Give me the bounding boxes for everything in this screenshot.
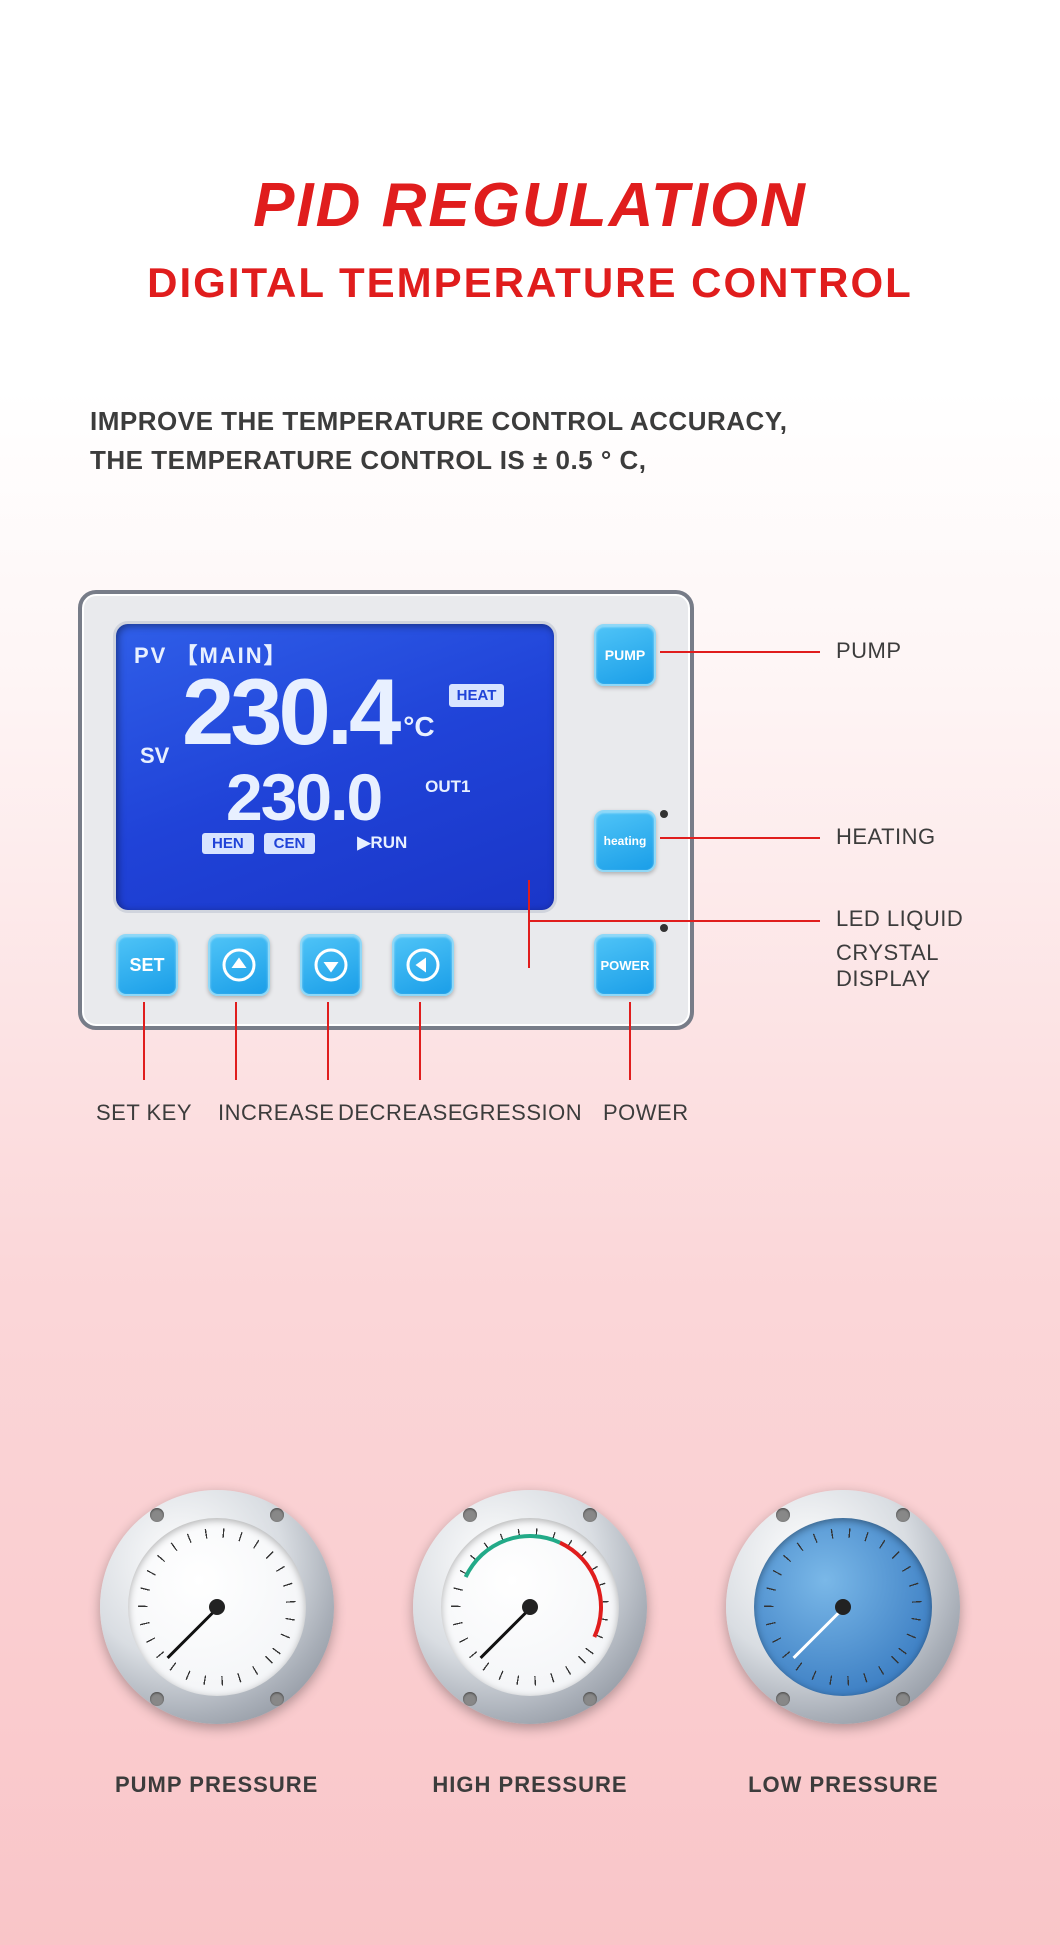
callout-line <box>528 920 820 922</box>
gauge-block: HIGH PRESSURE <box>413 1490 647 1798</box>
heating-button-label: heating <box>604 834 647 848</box>
gauge-hub-icon <box>522 1599 538 1615</box>
heating-led-icon <box>660 810 668 818</box>
control-panel-diagram: PV 【MAIN】 230.4°CHEAT SV 230.0OUT1 HENCE… <box>78 590 978 1030</box>
lcd-display: PV 【MAIN】 230.4°CHEAT SV 230.0OUT1 HENCE… <box>116 624 554 910</box>
button-row: SET <box>116 934 454 996</box>
gauges-row: PUMP PRESSURE HIGH PRESSURE LOW PRESSURE <box>0 1490 1060 1798</box>
gauge-label: PUMP PRESSURE <box>100 1772 334 1798</box>
callout-lcd-line2: CRYSTAL DISPLAY <box>836 940 978 992</box>
callout-line <box>629 1002 631 1080</box>
callout-set: SET KEY <box>96 1100 192 1126</box>
low-pressure-gauge <box>726 1490 960 1724</box>
heating-button[interactable]: heating <box>594 810 656 872</box>
lcd-out1-label: OUT1 <box>425 777 470 797</box>
high-pressure-gauge <box>413 1490 647 1724</box>
control-panel: PV 【MAIN】 230.4°CHEAT SV 230.0OUT1 HENCE… <box>78 590 694 1030</box>
description-line: THE TEMPERATURE CONTROL IS ± 0.5 ° C, <box>90 441 1060 480</box>
increase-button[interactable] <box>208 934 270 996</box>
arrow-up-icon <box>221 947 257 983</box>
callout-line <box>419 1002 421 1080</box>
lcd-heat-badge: HEAT <box>449 684 505 707</box>
callout-gression: GRESSION <box>462 1100 582 1126</box>
power-button[interactable]: POWER <box>594 934 656 996</box>
gauge-block: PUMP PRESSURE <box>100 1490 334 1798</box>
callout-increase: INCREASE <box>218 1100 334 1126</box>
callout-decrease: DECREASE <box>338 1100 463 1126</box>
pump-button[interactable]: PUMP <box>594 624 656 686</box>
set-button[interactable]: SET <box>116 934 178 996</box>
gression-button[interactable] <box>392 934 454 996</box>
decrease-button[interactable] <box>300 934 362 996</box>
callout-power: POWER <box>603 1100 689 1126</box>
gauge-hub-icon <box>209 1599 225 1615</box>
callout-line <box>660 837 820 839</box>
callout-pump: PUMP <box>836 638 902 664</box>
page-title: PID REGULATION <box>0 170 1060 241</box>
gauge-block: LOW PRESSURE <box>726 1490 960 1798</box>
pump-pressure-gauge <box>100 1490 334 1724</box>
callout-line <box>327 1002 329 1080</box>
callout-line <box>235 1002 237 1080</box>
lcd-status-row: HEN CEN ▶RUN <box>202 833 536 854</box>
gauge-label: LOW PRESSURE <box>726 1772 960 1798</box>
callout-heating: HEATING <box>836 824 936 850</box>
gauge-label: HIGH PRESSURE <box>413 1772 647 1798</box>
description-line: IMPROVE THE TEMPERATURE CONTROL ACCURACY… <box>90 402 1060 441</box>
power-led-icon <box>660 924 668 932</box>
lcd-run-label: ▶RUN <box>357 833 407 852</box>
lcd-pv-value: 230.4 <box>182 670 397 755</box>
arrow-left-icon <box>405 947 441 983</box>
lcd-sv-value: 230.0 <box>226 769 381 825</box>
callout-line <box>660 651 820 653</box>
description-block: IMPROVE THE TEMPERATURE CONTROL ACCURACY… <box>90 402 1060 480</box>
pump-button-label: PUMP <box>605 647 645 663</box>
set-button-label: SET <box>129 955 164 976</box>
lcd-unit: °C <box>403 711 434 743</box>
lcd-chip-cen: CEN <box>264 833 316 854</box>
callout-lcd-line1: LED LIQUID <box>836 906 963 932</box>
callout-line <box>528 880 530 968</box>
lcd-chip-hen: HEN <box>202 833 254 854</box>
header: PID REGULATION DIGITAL TEMPERATURE CONTR… <box>0 0 1060 307</box>
callout-line <box>143 1002 145 1080</box>
page-subtitle: DIGITAL TEMPERATURE CONTROL <box>0 259 1060 307</box>
power-button-label: POWER <box>600 958 649 973</box>
arrow-down-icon <box>313 947 349 983</box>
